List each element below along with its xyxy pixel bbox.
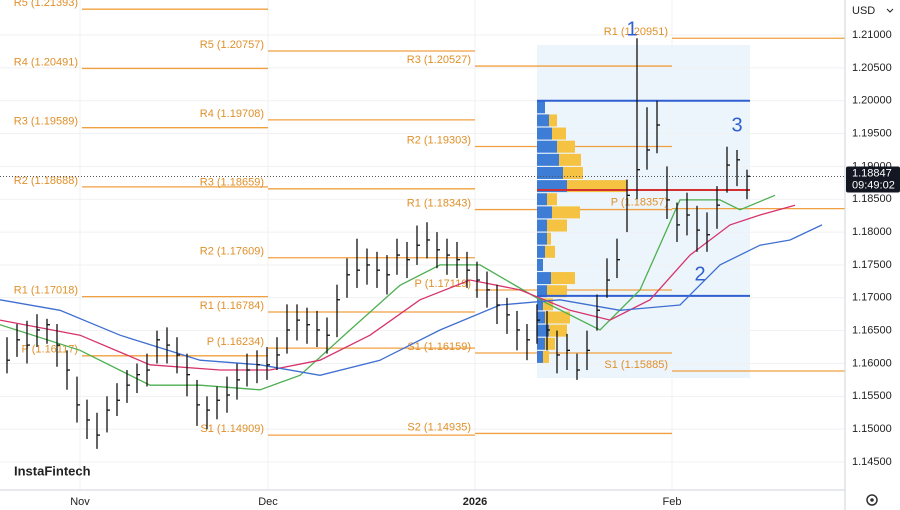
pivot-label: R2 (1.17609) — [200, 246, 264, 258]
wave-label: 2 — [694, 263, 705, 285]
profile-bar — [552, 206, 580, 219]
pivot-label: S1 (1.15885) — [604, 359, 668, 371]
pivot-label: R3 (1.18659) — [200, 177, 264, 189]
profile-bar — [552, 127, 566, 140]
pivot-label: R4 (1.20491) — [14, 56, 78, 68]
profile-bar — [537, 245, 545, 258]
profile-bar — [537, 127, 552, 140]
y-tick-label: 1.16500 — [852, 325, 892, 337]
pivot-label: R1 (1.16784) — [200, 300, 264, 312]
watermark: InstaFintech — [14, 463, 91, 478]
pivot-label: S1 (1.14909) — [200, 423, 264, 435]
wave-label: 1 — [626, 18, 637, 40]
profile-bar — [537, 258, 543, 271]
profile-bar — [547, 219, 567, 232]
profile-bar — [537, 232, 547, 245]
pivot-label: R5 (1.21393) — [14, 0, 78, 9]
settings-icon-dot — [870, 498, 874, 502]
profile-bar — [549, 324, 567, 337]
profile-bar — [537, 166, 563, 179]
x-tick-label: 2026 — [463, 496, 487, 508]
last-price-box — [846, 166, 900, 193]
y-tick-label: 1.14500 — [852, 456, 892, 468]
y-tick-label: 1.17500 — [852, 259, 892, 271]
moving-average — [0, 224, 823, 376]
y-tick-label: 1.16000 — [852, 357, 892, 369]
profile-bar — [545, 311, 570, 324]
pivot-label: P (1.16117) — [22, 344, 78, 356]
profile-bar — [537, 153, 559, 166]
profile-bar — [547, 285, 567, 298]
y-tick-label: 1.20500 — [852, 62, 892, 74]
profile-bar — [537, 272, 551, 285]
pivot-label: R3 (1.20527) — [407, 54, 471, 66]
profile-bar — [545, 337, 555, 350]
profile-bar — [537, 337, 545, 350]
pivot-label: R2 (1.19303) — [407, 134, 471, 146]
moving-average — [0, 204, 796, 371]
pivot-label: R1 (1.17018) — [14, 285, 78, 297]
pivot-label: R5 (1.20757) — [200, 39, 264, 51]
y-tick-label: 1.19500 — [852, 127, 892, 139]
profile-bar — [537, 114, 549, 127]
profile-bar — [537, 311, 545, 324]
settings-icon[interactable] — [866, 494, 878, 506]
currency[interactable]: USD — [852, 5, 875, 17]
y-tick-label: 1.20000 — [852, 95, 892, 107]
profile-bar — [537, 298, 543, 311]
pivot-label: R2 (1.18688) — [14, 175, 78, 187]
y-tick-label: 1.18000 — [852, 226, 892, 238]
last-price-time: 09:49:02 — [852, 179, 895, 191]
profile-bar — [545, 245, 555, 258]
y-tick-label: 1.18500 — [852, 193, 892, 205]
profile-bar — [543, 350, 549, 363]
x-tick-label: Dec — [258, 496, 278, 508]
profile-bar — [537, 350, 543, 363]
moving-average — [0, 194, 776, 391]
wave-label: 3 — [731, 114, 742, 136]
profile-bar — [557, 140, 575, 153]
pivot-label: S2 (1.14935) — [407, 421, 471, 433]
profile-bar — [549, 114, 557, 127]
last-price-label: 1.18847 — [852, 167, 892, 179]
dropdown-caret[interactable] — [886, 8, 894, 13]
pivot-label: R4 (1.19708) — [200, 108, 264, 120]
profile-bar — [537, 101, 545, 114]
profile-bar — [547, 232, 551, 245]
y-tick-label: 1.15000 — [852, 423, 892, 435]
y-tick-label: 1.15500 — [852, 390, 892, 402]
pivot-label: P (1.17119) — [415, 278, 471, 290]
pivot-label: R1 (1.18343) — [407, 197, 471, 209]
profile-bar — [559, 153, 581, 166]
pivot-label: P (1.16234) — [207, 336, 264, 348]
x-tick-label: Nov — [70, 496, 90, 508]
profile-bar — [537, 219, 547, 232]
profile-bar — [537, 140, 557, 153]
profile-bar — [537, 193, 547, 206]
profile-bar — [563, 166, 583, 179]
profile-bar — [547, 193, 557, 206]
profile-bar — [537, 206, 552, 219]
y-tick-label: 1.21000 — [852, 29, 892, 41]
pivot-label: S1 (1.16159) — [407, 341, 471, 353]
x-tick-label: Feb — [663, 496, 682, 508]
pivot-label: P (1.18357) — [611, 197, 668, 209]
profile-bar — [551, 272, 575, 285]
pivot-label: R1 (1.20951) — [604, 26, 668, 38]
y-tick-label: 1.17000 — [852, 292, 892, 304]
profile-bar — [537, 324, 549, 337]
pivot-label: R3 (1.19589) — [14, 116, 78, 128]
profile-bar — [537, 285, 547, 298]
